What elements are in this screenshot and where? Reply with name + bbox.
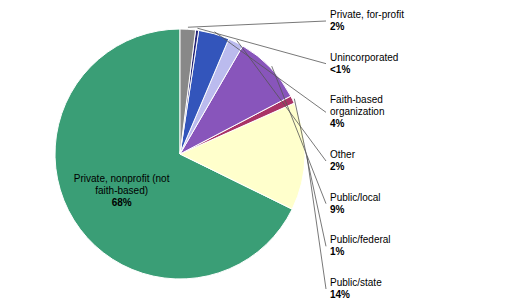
chart: Private, nonprofit (notfaith-based)68% Pr… (0, 0, 513, 308)
data-label: 14% (330, 289, 350, 300)
data-label: 68% (112, 197, 132, 208)
leader-line (188, 21, 326, 27)
pie (55, 29, 305, 279)
leader-line (294, 99, 326, 247)
leader-line (237, 40, 326, 161)
leader-line (272, 66, 326, 203)
slice-label: Public/state (330, 277, 382, 288)
leader-line (215, 32, 326, 113)
pie-slice (180, 30, 199, 154)
pie-slice (180, 29, 196, 154)
slice-label: Faith-basedorganization (330, 94, 384, 117)
data-label: 2% (330, 161, 345, 172)
data-label: 4% (330, 118, 345, 129)
data-label: <1% (330, 64, 350, 75)
data-label: 2% (330, 21, 345, 32)
data-label: 1% (330, 246, 345, 257)
slice-label: Private, for-profit (330, 9, 404, 20)
data-label: 9% (330, 204, 345, 215)
slice-label: Public/federal (330, 234, 391, 245)
labels: Private, nonprofit (notfaith-based)68% Pr… (74, 9, 404, 300)
slice-label: Private, nonprofit (notfaith-based) (74, 173, 170, 196)
leader-line (307, 156, 326, 289)
slice-label: Other (330, 149, 356, 160)
slice-label: Unincorporated (330, 52, 398, 63)
slice-label: Public/local (330, 192, 381, 203)
